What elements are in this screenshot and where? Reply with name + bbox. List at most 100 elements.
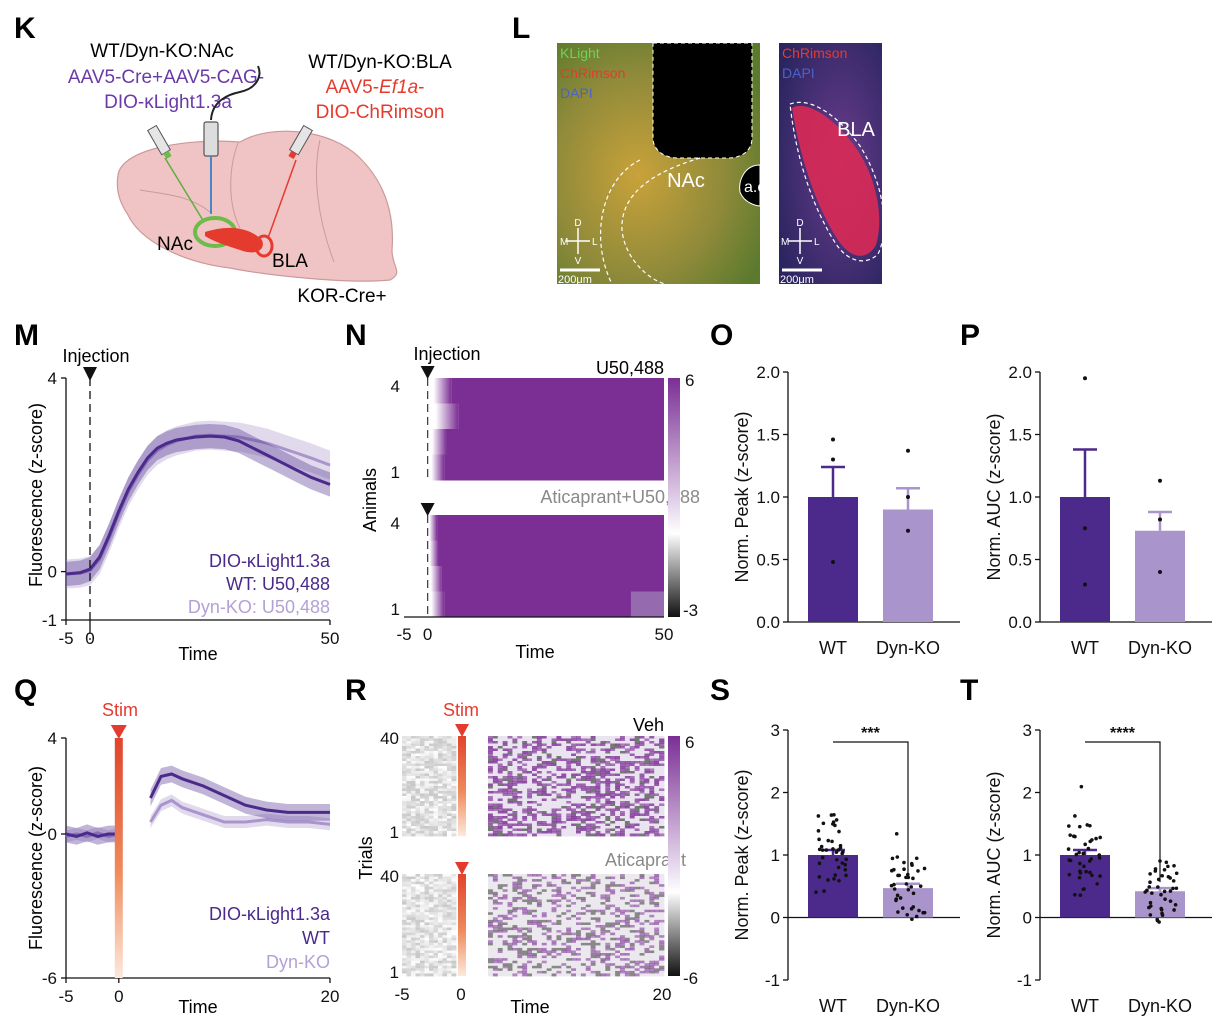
r-heat-cell-pre bbox=[411, 876, 416, 880]
r-heat-cell-post bbox=[659, 955, 665, 959]
r-heat-cell-post bbox=[566, 937, 572, 941]
r-heat-cell-post bbox=[659, 821, 665, 824]
r-heat-cell-post bbox=[551, 816, 557, 819]
r-heat-cell-pre bbox=[447, 811, 452, 814]
r-heat-cell-post bbox=[639, 953, 645, 956]
r-heat-cell-pre bbox=[420, 768, 425, 772]
r-heat-cell-post bbox=[644, 965, 650, 969]
r-heat-cell-post bbox=[551, 879, 557, 883]
r-heat-cell-post bbox=[507, 813, 513, 817]
r-heat-cell-post bbox=[541, 803, 548, 807]
r-heat-cell-pre bbox=[438, 942, 443, 946]
r-heat-cell-pre bbox=[415, 803, 421, 807]
r-heat-cell-post bbox=[556, 909, 562, 913]
r-heat-cell-post bbox=[507, 753, 513, 757]
r-heat-cell-post bbox=[571, 958, 577, 962]
r-heat-cell-post bbox=[605, 970, 611, 974]
r-heat-cell-pre bbox=[442, 874, 448, 877]
t-data-point bbox=[1174, 886, 1179, 891]
r-heat-cell-pre bbox=[402, 783, 407, 787]
r-heat-cell-post bbox=[600, 816, 606, 819]
r-heat-cell-post bbox=[595, 763, 601, 767]
r-heat-cell-post bbox=[488, 953, 494, 956]
r-heat-cell-pre bbox=[429, 965, 434, 969]
r-heat-cell-pre bbox=[429, 771, 434, 774]
r-heat-cell-post bbox=[639, 738, 645, 742]
r-heat-cell-post bbox=[512, 766, 518, 769]
r-heat-cell-post bbox=[566, 876, 572, 880]
r-heat-cell-post bbox=[551, 958, 557, 962]
r-heat-cell-post bbox=[497, 766, 504, 769]
r-heat-cell-post bbox=[561, 940, 567, 944]
t-data-point bbox=[1078, 871, 1083, 875]
r-heat-cell-post bbox=[492, 876, 499, 880]
r-heat-cell-post bbox=[502, 940, 508, 944]
r-heat-cell-post bbox=[639, 796, 645, 799]
s-ytick-label: 1 bbox=[771, 846, 780, 865]
r-heat-cell-post bbox=[522, 891, 528, 895]
r-heat-cell-pre bbox=[433, 736, 439, 739]
r-heat-cell-post bbox=[556, 763, 562, 767]
r-heat-cell-post bbox=[644, 940, 650, 944]
r-heat-cell-post bbox=[615, 748, 621, 752]
r-heat-cell-post bbox=[527, 937, 533, 941]
r-heat-cell-post bbox=[576, 796, 582, 799]
r-heat-cell-post bbox=[497, 917, 504, 921]
r-heat-cell-post bbox=[527, 912, 533, 916]
r-heat-cell-post bbox=[659, 914, 665, 918]
r-heat-cell-post bbox=[497, 919, 504, 923]
r-heat-cell-pre bbox=[442, 748, 448, 752]
r-heat-cell-pre bbox=[433, 741, 439, 744]
r-heat-cell-pre bbox=[438, 914, 443, 918]
r-heat-cell-post bbox=[571, 902, 577, 905]
r-heat-cell-post bbox=[615, 798, 621, 802]
r-heat-cell-pre bbox=[447, 758, 452, 762]
r-heat-cell-post bbox=[576, 884, 582, 888]
r-heat-cell-post bbox=[497, 741, 504, 744]
r-heat-cell-post bbox=[536, 904, 543, 908]
r-heat-cell-post bbox=[527, 778, 533, 782]
r-heat-cell-pre bbox=[451, 788, 457, 792]
r-heat-cell-post bbox=[615, 886, 621, 890]
s-data-point bbox=[817, 875, 822, 879]
r-heat-cell-pre bbox=[442, 738, 448, 742]
r-heat-cell-post bbox=[566, 950, 572, 954]
r-heat-cell-post bbox=[488, 960, 494, 964]
l-legend-chrimson: ChRimson bbox=[560, 65, 625, 81]
r-heat-cell-post bbox=[546, 965, 552, 969]
r-heat-cell-post bbox=[659, 773, 665, 777]
r-heat-cell-post bbox=[576, 753, 582, 757]
r-heat-cell-pre bbox=[420, 891, 425, 895]
r-heat-cell-post bbox=[546, 811, 552, 814]
r-heat-cell-pre bbox=[447, 922, 452, 926]
r-heat-cell-post bbox=[536, 808, 543, 812]
r-heat-cell-post bbox=[546, 958, 552, 962]
r-heat-cell-post bbox=[595, 751, 601, 754]
r-heat-cell-post bbox=[576, 828, 582, 832]
r-heat-cell-post bbox=[576, 912, 582, 916]
r-heat-cell-post bbox=[517, 909, 523, 913]
r-heat-cell-post bbox=[517, 773, 523, 777]
r-heat-cell-pre bbox=[424, 960, 430, 964]
r-heat-cell-post bbox=[541, 958, 548, 962]
t-category-label: WT bbox=[1071, 996, 1099, 1016]
r-heat-cell-post bbox=[497, 738, 504, 742]
r-heat-cell-post bbox=[590, 874, 596, 877]
r-heat-cell-post bbox=[551, 818, 557, 822]
r-heat-cell-post bbox=[600, 768, 606, 772]
r-heat-cell-post bbox=[580, 973, 587, 977]
t-data-point bbox=[1153, 867, 1158, 871]
r-heat-cell-post bbox=[551, 889, 557, 893]
r-heat-cell-post bbox=[580, 781, 587, 784]
r-heat-cell-post bbox=[659, 788, 665, 792]
r-heat-cell-post bbox=[659, 912, 665, 916]
r-heat-cell-post bbox=[551, 801, 557, 804]
r-heat-cell-post bbox=[580, 766, 587, 769]
r-heat-cell-post bbox=[536, 778, 543, 782]
r-heat-cell-post bbox=[541, 922, 548, 926]
r-heat-cell-post bbox=[541, 793, 548, 797]
r-heat-cell-post bbox=[649, 761, 655, 764]
r-heat-cell-pre bbox=[424, 753, 430, 757]
r-heat-cell-post bbox=[561, 907, 567, 911]
r-heat-cell-pre bbox=[429, 748, 434, 752]
